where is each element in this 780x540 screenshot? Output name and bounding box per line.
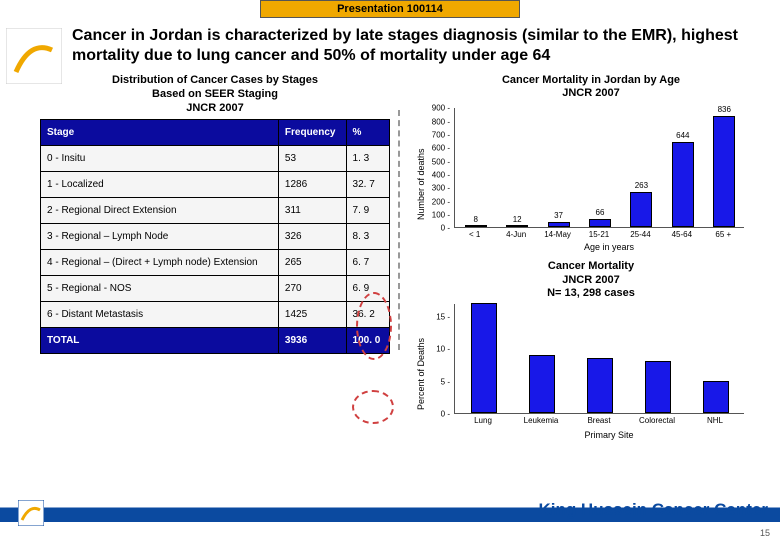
stages-table: StageFrequency% 0 - Insitu531. 31 - Loca…	[40, 119, 390, 354]
table-title-3: JNCR 2007	[186, 102, 243, 114]
x-tick-label: NHL	[707, 416, 723, 425]
table-row: 0 - Insitu531. 3	[41, 146, 390, 172]
chart-bar	[587, 358, 613, 413]
table-row: 1 - Localized128632. 7	[41, 172, 390, 198]
y-tick-label: 900 -	[432, 104, 450, 113]
chart-bar	[471, 303, 497, 413]
x-tick-label: Leukemia	[524, 416, 559, 425]
y-tick-label: 400 -	[432, 171, 450, 180]
table-header: Stage	[41, 120, 279, 146]
footer-text: King Hussein Cancer Center	[538, 500, 768, 520]
swoosh-logo-icon	[6, 28, 62, 84]
y-tick-label: 300 -	[432, 184, 450, 193]
chart-bar	[548, 222, 570, 227]
bar-value: 263	[626, 181, 656, 190]
bar-value: 8	[461, 215, 491, 224]
x-tick-label: 4-Jun	[506, 230, 526, 239]
bar-value: 644	[668, 131, 698, 140]
bar-value: 37	[544, 211, 574, 220]
table-header: Frequency	[278, 120, 346, 146]
bar-value: 12	[502, 215, 532, 224]
table-region: Distribution of Cancer Cases by Stages B…	[40, 74, 390, 440]
chart-bar	[630, 192, 652, 227]
y-tick-label: 0 -	[441, 409, 450, 418]
site-chart-title: Cancer Mortality JNCR 2007 N= 13, 298 ca…	[418, 260, 764, 300]
x-tick-label: Breast	[587, 416, 610, 425]
y-tick-label: 500 -	[432, 157, 450, 166]
presentation-banner: Presentation 100114	[260, 0, 520, 18]
bar-value: 836	[709, 105, 739, 114]
x-tick-label: 65 +	[715, 230, 731, 239]
y-tick-label: 15 -	[436, 312, 450, 321]
table-row: 3 - Regional – Lymph Node3268. 3	[41, 224, 390, 250]
chart-bar	[645, 361, 671, 413]
y-tick-label: 0 -	[441, 224, 450, 233]
site-chart-plot	[454, 304, 744, 414]
table-row: 2 - Regional Direct Extension3117. 9	[41, 198, 390, 224]
chart-bar	[672, 142, 694, 228]
slide-headline: Cancer in Jordan is characterized by lat…	[0, 18, 780, 72]
chart-bar	[506, 225, 528, 227]
table-header: %	[346, 120, 389, 146]
table-title-2: Based on SEER Staging	[152, 88, 278, 100]
x-tick-label: Lung	[474, 416, 492, 425]
chart-bar	[713, 116, 735, 227]
chart-bar	[703, 381, 729, 413]
table-row: 5 - Regional - NOS2706. 9	[41, 276, 390, 302]
x-tick-label: 15-21	[589, 230, 609, 239]
age-chart-title: Cancer Mortality in Jordan by Age JNCR 2…	[418, 74, 764, 100]
chart-bar	[529, 355, 555, 413]
footer-logo-icon	[18, 500, 44, 526]
table-row: 4 - Regional – (Direct + Lymph node) Ext…	[41, 250, 390, 276]
slide-number: 15	[760, 528, 770, 538]
table-title-1: Distribution of Cancer Cases by Stages	[112, 74, 318, 86]
x-tick-label: 45-64	[672, 230, 692, 239]
chart-bar	[465, 225, 487, 227]
y-tick-label: 100 -	[432, 211, 450, 220]
x-tick-label: < 1	[469, 230, 480, 239]
y-tick-label: 600 -	[432, 144, 450, 153]
y-tick-label: 10 -	[436, 345, 450, 354]
site-chart-xlabel: Primary Site	[454, 430, 764, 440]
x-tick-label: Colorectal	[639, 416, 675, 425]
y-tick-label: 800 -	[432, 117, 450, 126]
bar-value: 66	[585, 208, 615, 217]
table-row: TOTAL3936100. 0	[41, 328, 390, 354]
age-chart-plot: 8 12 37 66 263 644 836	[454, 108, 744, 228]
y-tick-label: 200 -	[432, 197, 450, 206]
chart-bar	[589, 219, 611, 228]
table-row: 6 - Distant Metastasis142536. 2	[41, 302, 390, 328]
y-tick-label: 5 -	[441, 377, 450, 386]
y-tick-label: 700 -	[432, 131, 450, 140]
x-tick-label: 25-44	[630, 230, 650, 239]
x-tick-label: 14-May	[544, 230, 571, 239]
